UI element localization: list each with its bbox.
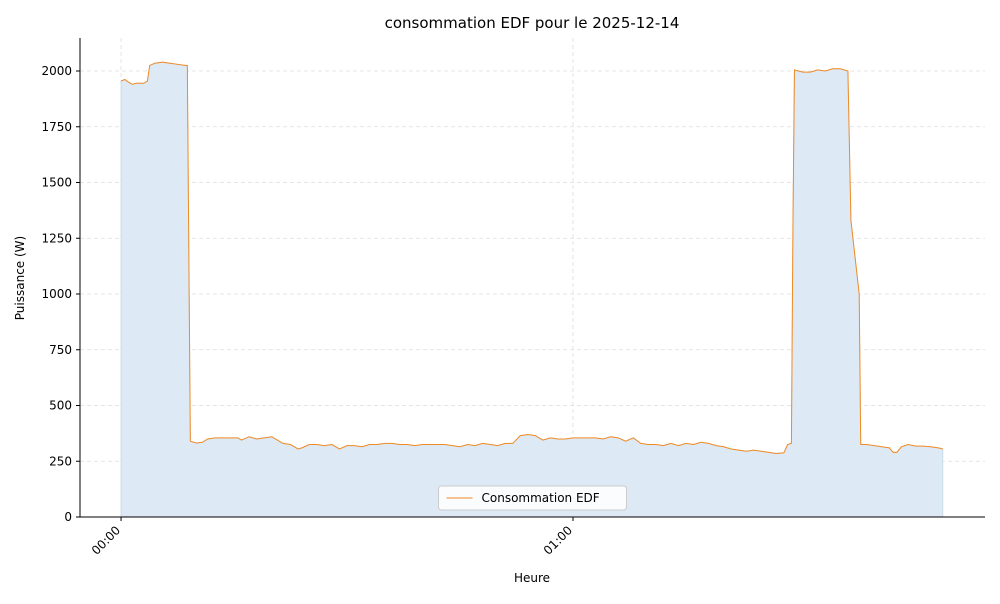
- area: [120, 61, 944, 518]
- chart-title: consommation EDF pour le 2025-12-14: [385, 14, 680, 32]
- line: [120, 61, 943, 454]
- x-axis-label: Heure: [514, 571, 550, 585]
- x-tick-label: 00:00: [89, 523, 123, 557]
- legend-box: [438, 485, 627, 511]
- y-tick-label: 2000: [41, 64, 72, 78]
- y-tick-label: 500: [49, 399, 72, 413]
- legend-label: Consommation EDF: [482, 491, 600, 505]
- y-tick-label: 1750: [41, 120, 72, 134]
- y-tick-label: 1500: [41, 176, 72, 190]
- y-axis-label: Puissance (W): [13, 236, 27, 320]
- y-tick-label: 250: [49, 454, 72, 468]
- y-tick-label: 1000: [41, 287, 72, 301]
- y-tick-label: 0: [64, 510, 72, 524]
- y-tick-label: 750: [49, 343, 72, 357]
- legend: Consommation EDF: [438, 485, 627, 511]
- y-tick-label: 1250: [41, 231, 72, 245]
- x-tick-label: 01:00: [541, 523, 575, 557]
